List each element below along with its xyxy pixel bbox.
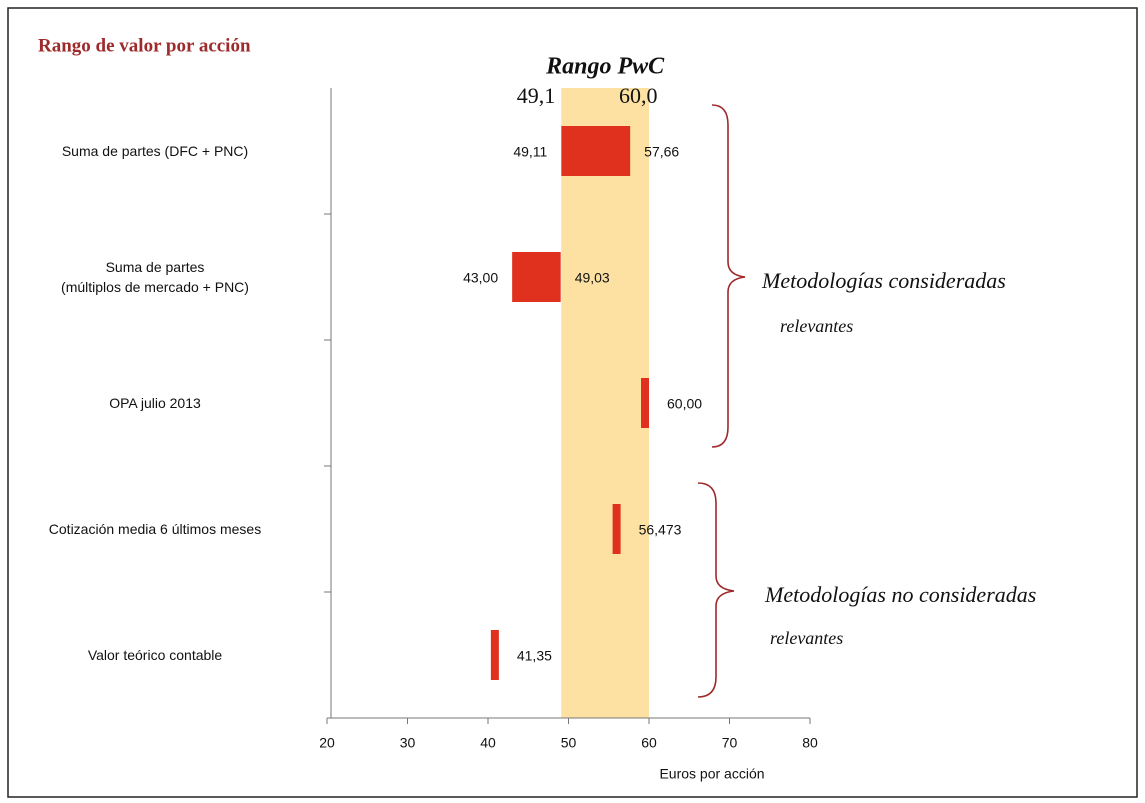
category-label: Valor teórico contable <box>87 647 223 663</box>
x-tick-label: 50 <box>561 735 577 751</box>
category-label: Suma de partes (múltiplos de mercado + P… <box>61 259 249 295</box>
range-bar <box>561 126 631 176</box>
value-bar <box>641 378 649 428</box>
group-label: Metodologías no consideradas <box>764 582 1036 607</box>
x-tick-label: 30 <box>400 735 416 751</box>
frame <box>7 7 1138 798</box>
value-label: 60,00 <box>667 396 702 412</box>
group-sublabel: relevantes <box>770 628 843 648</box>
x-tick-label: 40 <box>480 735 496 751</box>
low-label: 43,00 <box>463 270 498 286</box>
x-tick-label: 70 <box>722 735 738 751</box>
group-sublabel: relevantes <box>780 316 853 336</box>
band-low-label: 49,1 <box>517 83 556 108</box>
group-label: Metodologías consideradas <box>761 268 1006 293</box>
pwc-range <box>561 88 649 718</box>
brace <box>697 482 735 698</box>
high-label: 49,03 <box>575 270 610 286</box>
x-tick-label: 20 <box>319 735 335 751</box>
category-label: OPA julio 2013 <box>109 395 201 411</box>
value-label: 41,35 <box>517 648 552 664</box>
low-label: 49,11 <box>513 144 547 160</box>
category-label: Suma de partes (DFC + PNC) <box>61 143 249 159</box>
x-tick-label: 60 <box>641 735 657 751</box>
chart-title: Rango de valor por acción <box>38 35 251 56</box>
x-axis-label: Euros por acción <box>659 766 764 782</box>
value-label: 56,473 <box>639 522 682 538</box>
band-high-label: 60,0 <box>619 83 658 108</box>
value-bar <box>612 504 621 554</box>
x-tick-label: 80 <box>802 735 818 751</box>
brace <box>711 104 746 448</box>
band-title: Rango PwC <box>545 54 665 80</box>
high-label: 57,66 <box>644 144 679 160</box>
value-bar <box>490 630 499 680</box>
range-bar <box>512 252 561 302</box>
category-label: Cotización media 6 últimos meses <box>48 521 262 537</box>
